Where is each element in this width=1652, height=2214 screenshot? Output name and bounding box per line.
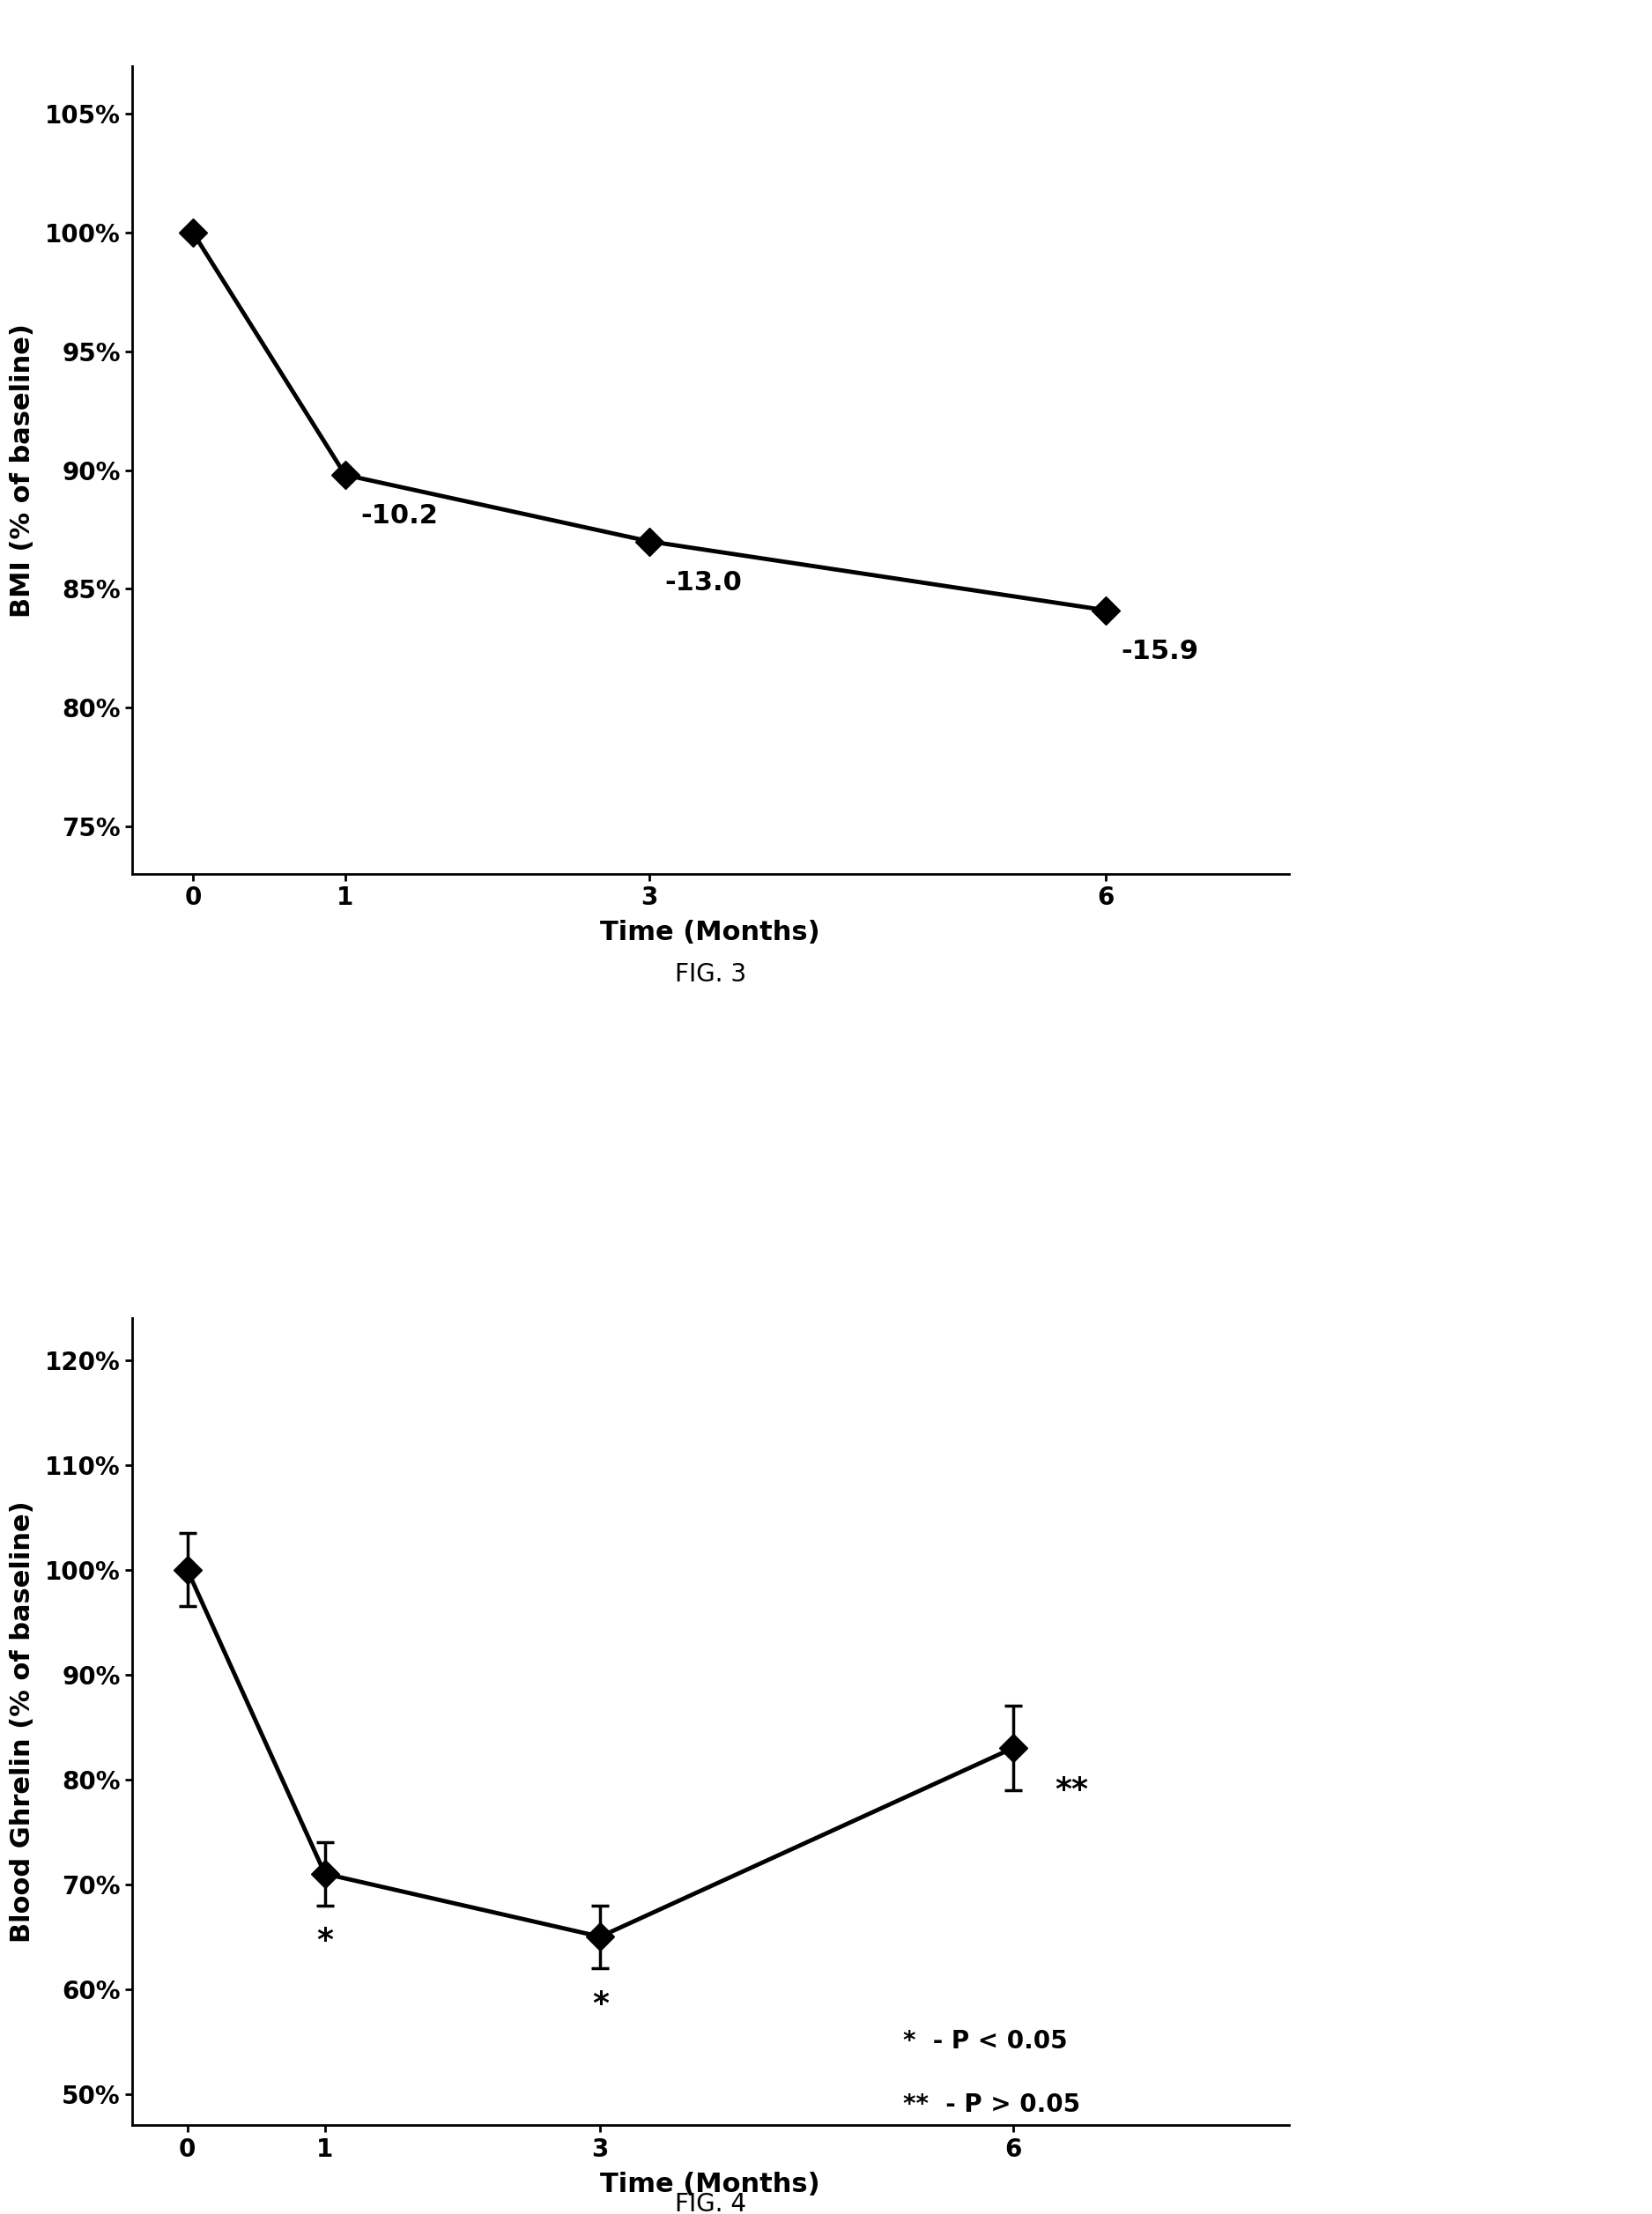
X-axis label: Time (Months): Time (Months): [600, 921, 821, 945]
Text: *  - P < 0.05: * - P < 0.05: [904, 2030, 1067, 2055]
Text: **  - P > 0.05: ** - P > 0.05: [904, 2092, 1080, 2117]
Text: FIG. 3: FIG. 3: [674, 963, 747, 987]
Text: FIG. 4: FIG. 4: [674, 2192, 747, 2214]
Text: -10.2: -10.2: [360, 503, 438, 529]
X-axis label: Time (Months): Time (Months): [600, 2172, 821, 2196]
Text: *: *: [317, 1926, 334, 1957]
Text: -15.9: -15.9: [1122, 640, 1199, 664]
Text: -13.0: -13.0: [664, 569, 742, 596]
Y-axis label: BMI (% of baseline): BMI (% of baseline): [10, 323, 35, 618]
Text: **: **: [1054, 1776, 1089, 1804]
Text: *: *: [591, 1988, 608, 2019]
Y-axis label: Blood Ghrelin (% of baseline): Blood Ghrelin (% of baseline): [10, 1501, 35, 1942]
